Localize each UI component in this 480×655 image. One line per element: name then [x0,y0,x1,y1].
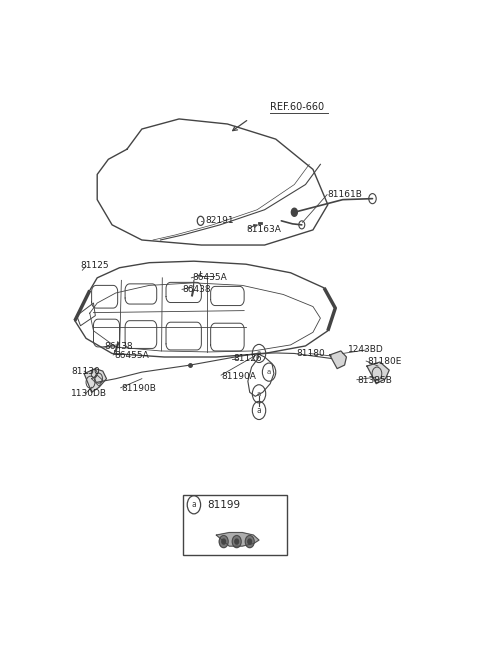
Text: 1243BD: 1243BD [348,345,384,354]
Circle shape [245,536,254,548]
Text: 81385B: 81385B [358,376,393,384]
Text: 81130: 81130 [71,367,100,375]
Text: a: a [257,406,262,415]
Text: 81190B: 81190B [121,384,156,393]
Polygon shape [330,351,347,369]
Text: a: a [192,500,196,510]
Text: REF.60-660: REF.60-660 [270,102,324,113]
Circle shape [232,536,241,548]
Circle shape [248,539,252,544]
Polygon shape [84,369,107,392]
Circle shape [219,536,228,548]
Text: 81180E: 81180E [367,356,401,365]
Text: 81180: 81180 [296,349,325,358]
Text: 81161B: 81161B [328,190,363,199]
Text: 86438: 86438 [105,343,133,352]
Polygon shape [216,533,259,546]
Text: 86435A: 86435A [192,273,227,282]
Circle shape [291,208,297,216]
Text: 1130DB: 1130DB [71,389,107,398]
Text: 86438: 86438 [183,285,211,294]
Text: a: a [257,350,261,356]
Text: a: a [257,391,261,397]
Text: 81190A: 81190A [222,371,257,381]
Text: a: a [267,369,271,375]
Text: 81163A: 81163A [246,225,281,234]
Polygon shape [367,362,389,384]
FancyBboxPatch shape [183,495,287,555]
Text: 81125: 81125 [81,261,109,270]
Text: 86455A: 86455A [114,352,149,360]
Circle shape [222,539,226,544]
Text: 81199: 81199 [207,500,240,510]
Circle shape [235,539,239,544]
Text: 82191: 82191 [205,216,234,225]
Text: 81126: 81126 [233,354,262,363]
